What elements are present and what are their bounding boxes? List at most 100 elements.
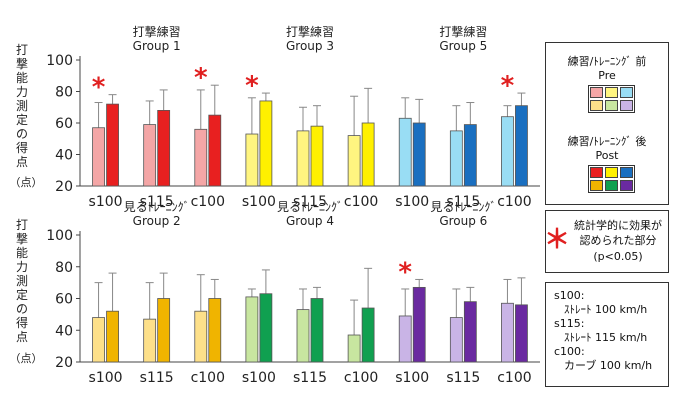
- group-title-line1: 見るﾄﾚｰﾆﾝｸﾞ: [124, 200, 190, 214]
- group-title-line2: Group 3: [286, 39, 334, 53]
- significance-star-icon: ＊: [544, 225, 571, 255]
- post-bar: [361, 122, 375, 187]
- x-tick-label: s100: [242, 194, 276, 210]
- x-tick-label: s100: [242, 370, 276, 386]
- x-tick-label: c100: [497, 194, 531, 210]
- x-tick-label: s100: [395, 194, 429, 210]
- group-title-line1: 見るﾄﾚｰﾆﾝｸﾞ: [277, 200, 343, 214]
- y-tick-label: 100: [46, 53, 73, 69]
- significance-star-icon: *: [245, 71, 259, 101]
- y-tick-label: 100: [46, 228, 73, 244]
- pre-bar: [296, 309, 310, 363]
- condition-key: s100: ｽﾄﾚｰﾄ 100 km/h s115: ｽﾄﾚｰﾄ 115 km/…: [545, 282, 669, 387]
- y-axis-unit: （点）: [10, 176, 43, 189]
- key-s100-desc: ｽﾄﾚｰﾄ 100 km/h: [564, 303, 648, 316]
- significance-line3: (p<0.05): [593, 250, 643, 263]
- y-axis-unit: （点）: [10, 352, 43, 365]
- post-swatch-2: [605, 167, 618, 178]
- pre-swatch-5: [605, 100, 618, 111]
- x-tick-label: s115: [293, 194, 327, 210]
- group-title-line2: Group 1: [133, 39, 181, 53]
- pre-swatch-3: [620, 87, 633, 98]
- significance-star-icon: *: [501, 71, 515, 101]
- group-title-line2: Group 4: [286, 214, 334, 228]
- y-tick-label: 20: [55, 179, 73, 195]
- pre-bar: [449, 317, 463, 363]
- pre-bar: [449, 130, 463, 187]
- post-bar: [463, 301, 477, 363]
- x-tick-label: s100: [89, 194, 123, 210]
- x-tick-label: s115: [446, 370, 480, 386]
- post-bar: [157, 298, 171, 363]
- group-title-line1: 打撃練習: [133, 24, 181, 39]
- post-bar: [515, 304, 528, 363]
- y-tick-label: 40: [55, 323, 73, 339]
- key-c100-code: c100:: [554, 345, 585, 358]
- pre-bar: [143, 124, 157, 187]
- pre-bar: [143, 318, 157, 363]
- post-swatch-3: [620, 167, 633, 178]
- pre-bar: [347, 135, 361, 187]
- post-swatch-grid: [588, 165, 635, 193]
- pre-bar: [92, 317, 105, 363]
- group-title-line1: 打撃練習: [286, 24, 334, 39]
- pre-bar: [194, 128, 208, 187]
- y-tick-label: 80: [55, 85, 73, 101]
- pre-post-legend: 練習/ﾄﾚｰﾆﾝｸﾞ 前 Pre 練習/ﾄﾚｰﾆﾝｸﾞ 後 Post: [545, 42, 669, 205]
- significance-line1: 統計学的に効果が: [574, 219, 662, 232]
- x-tick-label: s100: [89, 370, 123, 386]
- significance-star-icon: *: [92, 73, 106, 103]
- pre-swatch-1: [590, 87, 603, 98]
- post-swatch-5: [605, 180, 618, 191]
- group-title-line2: Group 2: [133, 214, 181, 228]
- post-bar: [106, 310, 119, 363]
- key-s100-code: s100:: [554, 289, 585, 302]
- post-bar: [412, 122, 426, 187]
- post-swatch-1: [590, 167, 603, 178]
- post-bar: [259, 100, 273, 187]
- pre-bar: [92, 127, 105, 187]
- group-title-line2: Group 5: [439, 39, 487, 53]
- pre-swatch-6: [620, 100, 633, 111]
- post-bar: [412, 286, 426, 363]
- group-title-line1: 見るﾄﾚｰﾆﾝｸﾞ: [430, 200, 496, 214]
- post-bar: [515, 105, 528, 187]
- x-tick-label: s115: [293, 370, 327, 386]
- x-tick-label: c100: [344, 194, 378, 210]
- pre-bar: [398, 117, 412, 187]
- pre-bar: [501, 302, 514, 363]
- x-tick-label: s115: [446, 194, 480, 210]
- y-axis-label: 打撃能力測定の得点: [16, 218, 28, 344]
- y-tick-label: 60: [55, 116, 73, 132]
- post-label-line2: Post: [595, 149, 619, 162]
- pre-swatch-4: [590, 100, 603, 111]
- significance-note: ＊ 統計学的に効果が 認められた部分 (p<0.05): [544, 210, 669, 273]
- pre-bar: [245, 296, 259, 363]
- x-tick-label: s115: [140, 370, 174, 386]
- x-tick-label: c100: [497, 370, 531, 386]
- post-bar: [208, 298, 222, 363]
- post-bar: [310, 125, 324, 187]
- group-title-line2: Group 6: [439, 214, 487, 228]
- y-axis-label: 打撃能力測定の得点: [16, 43, 28, 169]
- y-tick-label: 40: [55, 148, 73, 164]
- post-label-line1: 練習/ﾄﾚｰﾆﾝｸﾞ 後: [567, 135, 647, 148]
- significance-line2: 認められた部分: [579, 234, 657, 247]
- significance-star-icon: *: [398, 257, 412, 287]
- pre-bar: [398, 315, 412, 363]
- significance-star-icon: *: [194, 63, 208, 93]
- key-c100-desc: カーブ 100 km/h: [564, 359, 653, 372]
- group-title-line1: 打撃練習: [439, 24, 487, 39]
- pre-bar: [296, 130, 310, 187]
- key-s115-code: s115:: [554, 317, 585, 330]
- pre-bar: [245, 133, 259, 187]
- pre-bar: [347, 334, 361, 363]
- post-swatch-4: [590, 180, 603, 191]
- post-swatch-6: [620, 180, 633, 191]
- y-tick-label: 80: [55, 260, 73, 276]
- post-bar: [157, 110, 171, 187]
- x-tick-label: c100: [191, 194, 225, 210]
